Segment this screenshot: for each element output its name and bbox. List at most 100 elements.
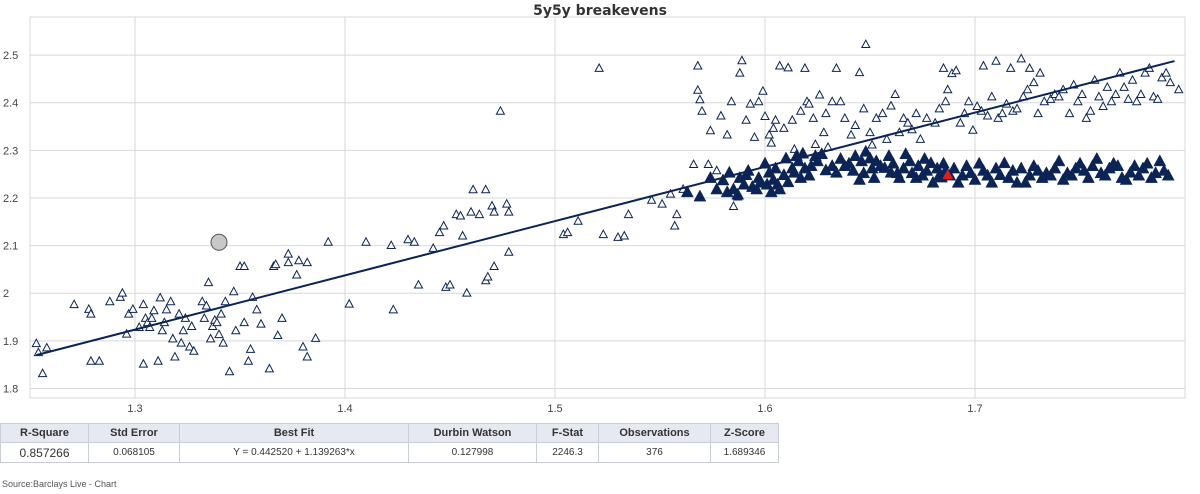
data-point-history — [361, 236, 371, 246]
data-point-history — [692, 84, 703, 94]
data-point-history — [827, 96, 838, 106]
y-tick-label: 1.9 — [3, 336, 18, 348]
data-point-recent — [968, 172, 982, 185]
data-point-history — [503, 206, 514, 216]
data-point-history — [1119, 81, 1129, 91]
scatter-chart: 1.8 1.9 2 2.1 2.2 2.3 2.4 2.5 1.3 1.4 1.5 1.6 1.7 — [3, 16, 1186, 415]
data-point-history — [386, 240, 397, 250]
data-point-history — [877, 108, 888, 118]
data-point-history — [1152, 93, 1163, 103]
data-point-history — [1140, 67, 1150, 77]
data-point-history — [938, 62, 949, 72]
data-point-highlight — [210, 233, 228, 251]
data-point-history — [764, 129, 775, 139]
data-point-history — [214, 329, 224, 339]
data-point-history — [1094, 91, 1104, 101]
data-point-recent — [920, 163, 934, 176]
data-point-history — [1035, 67, 1045, 77]
data-point-recent — [1002, 170, 1016, 183]
data-point-history — [963, 96, 974, 106]
data-point-history — [753, 96, 764, 106]
data-point-recent — [777, 168, 791, 180]
y-tick-label: 2.3 — [3, 145, 18, 157]
data-point-history — [153, 355, 163, 365]
data-point-history — [41, 342, 52, 352]
data-point-history — [188, 345, 199, 355]
data-point-recent — [1128, 159, 1142, 171]
data-point-recent — [882, 149, 896, 161]
data-point-history — [218, 337, 229, 347]
data-point-recent — [1014, 161, 1028, 174]
data-point-history — [495, 105, 506, 115]
data-point-history — [480, 184, 491, 194]
data-point-recent — [680, 185, 694, 198]
data-point-recent — [811, 154, 824, 167]
data-point-history — [821, 108, 831, 118]
data-point-history — [594, 62, 604, 72]
data-point-history — [117, 287, 128, 297]
data-point-recent — [846, 163, 860, 176]
data-point-history — [783, 62, 793, 72]
data-point-history — [770, 114, 781, 124]
data-point-recent — [1031, 163, 1045, 176]
value-r-square: 0.857266 — [0, 442, 89, 463]
data-point-current — [942, 169, 954, 180]
data-point-history — [216, 308, 226, 318]
data-point-history — [741, 114, 751, 124]
y-tick-label: 2 — [3, 288, 9, 300]
data-point-history — [205, 333, 216, 343]
data-point-history — [1123, 93, 1134, 103]
data-point-history — [161, 304, 172, 314]
data-point-history — [1110, 89, 1121, 99]
data-point-history — [277, 312, 287, 322]
value-std-error: 0.068105 — [88, 442, 180, 463]
data-point-history — [121, 328, 132, 338]
data-point-recent — [792, 154, 806, 167]
data-point-history — [858, 103, 869, 113]
data-point-recent — [899, 147, 913, 160]
data-point-history — [692, 60, 703, 70]
data-points — [31, 39, 1184, 378]
data-point-history — [487, 200, 497, 210]
data-point-history — [795, 105, 806, 115]
data-point-history — [1081, 112, 1092, 122]
data-point-history — [978, 60, 989, 70]
data-point-history — [455, 210, 466, 220]
data-point-history — [986, 91, 997, 101]
data-point-history — [474, 209, 485, 219]
data-point-history — [123, 308, 134, 318]
data-point-history — [1161, 67, 1171, 77]
data-point-recent — [853, 172, 866, 185]
data-point-history — [270, 259, 281, 269]
data-point-recent — [911, 159, 925, 171]
data-point-history — [728, 201, 739, 210]
data-point-history — [657, 198, 667, 208]
data-point-history — [716, 110, 726, 120]
data-point-history — [865, 127, 875, 137]
data-point-history — [434, 227, 445, 237]
data-point-history — [94, 355, 105, 365]
data-point-recent — [825, 159, 839, 171]
data-point-history — [871, 112, 882, 122]
data-point-history — [814, 89, 825, 99]
data-point-history — [224, 366, 235, 376]
data-point-recent — [985, 175, 999, 188]
data-point-history — [283, 257, 294, 267]
data-point-history — [228, 286, 239, 296]
header-r-square: R-Square — [0, 423, 89, 443]
data-point-history — [128, 303, 138, 313]
data-point-recent — [781, 175, 795, 188]
data-point-history — [800, 62, 810, 72]
data-point-history — [428, 242, 439, 252]
data-point-recent — [960, 159, 974, 171]
data-point-recent — [981, 168, 995, 181]
data-point-history — [212, 317, 222, 327]
y-tick-label: 2.1 — [3, 241, 18, 253]
data-point-history — [1045, 93, 1056, 103]
header-f-stat: F-Stat — [536, 423, 599, 443]
data-point-history — [749, 131, 760, 141]
data-point-history — [37, 368, 48, 378]
data-point-history — [468, 184, 478, 194]
data-point-history — [940, 96, 951, 106]
data-point-history — [323, 236, 334, 246]
